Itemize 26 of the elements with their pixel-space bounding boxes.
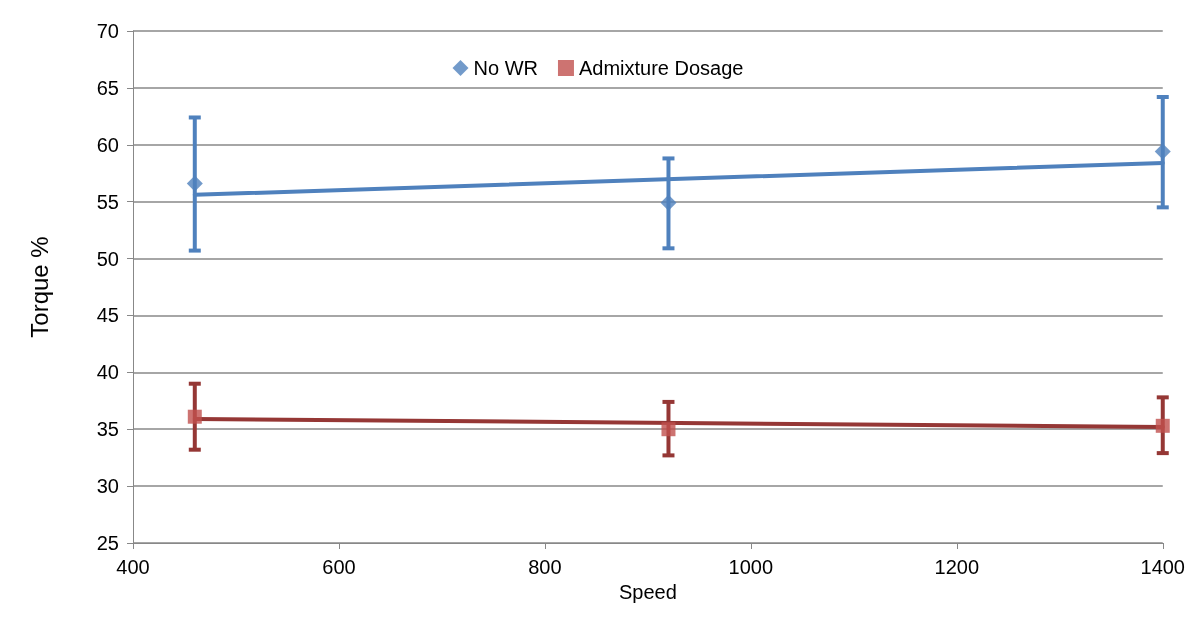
y-axis-title: Torque %: [25, 236, 53, 338]
point: [1155, 418, 1170, 433]
y-tick-label: 65: [96, 76, 119, 99]
x-tick-label: 1000: [728, 556, 774, 578]
y-tick-label: 55: [96, 190, 119, 213]
legend-label: Admixture Dosage: [578, 57, 744, 79]
x-tick-label: 1400: [1140, 556, 1185, 578]
x-tick-label: 400: [116, 556, 150, 578]
point: [661, 422, 676, 437]
y-tick-label: 70: [96, 20, 119, 42]
y-tick-label: 25: [96, 532, 119, 554]
x-tick-label: 800: [528, 556, 562, 578]
x-tick-label: 600: [322, 556, 356, 578]
y-tick-label: 45: [96, 304, 119, 327]
x-axis-title: Speed: [618, 580, 677, 603]
legend-label: No WR: [473, 57, 538, 79]
y-tick-label: 50: [96, 247, 119, 270]
y-tick-label: 40: [96, 361, 119, 384]
point: [187, 409, 202, 424]
x-tick-label: 1200: [934, 556, 980, 578]
y-tick-label: 60: [96, 133, 119, 156]
y-tick-label: 30: [96, 475, 119, 498]
point: [1154, 143, 1171, 160]
point: [186, 175, 203, 192]
y-tick-label: 35: [96, 418, 119, 441]
point: [660, 194, 677, 211]
